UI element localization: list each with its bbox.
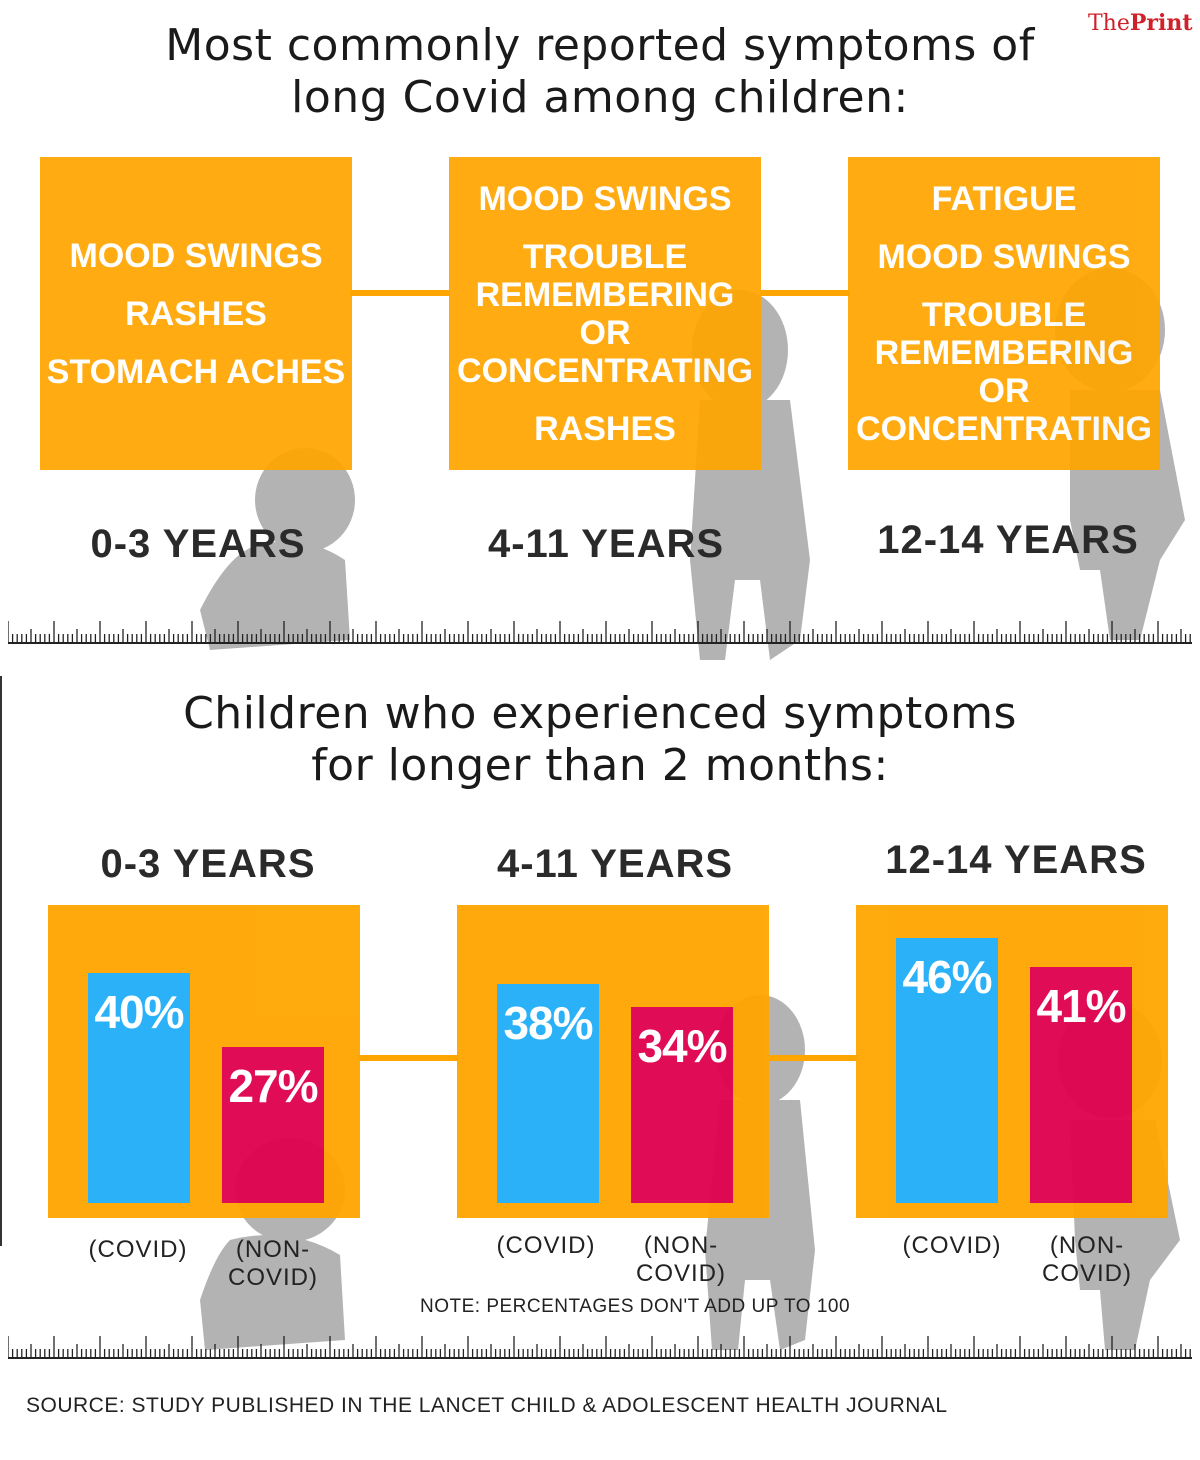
bar-non-covid xyxy=(631,1007,733,1203)
chart-panel-0-3: 40% 27% xyxy=(48,905,360,1218)
connector-line xyxy=(760,290,850,296)
connector-line xyxy=(350,290,450,296)
symptom-item: FATIGUE xyxy=(931,179,1077,218)
bar-covid xyxy=(88,972,190,1203)
bar-value-label: 27% xyxy=(228,1060,318,1113)
bar-value-label: 40% xyxy=(94,985,184,1038)
section1-title: Most commonly reported symptoms of long … xyxy=(165,20,1035,123)
chart-title: 0-3 YEARS xyxy=(100,842,316,886)
section2-title: Children who experienced symptoms for lo… xyxy=(183,688,1017,791)
symptom-item: MOOD SWINGS xyxy=(478,179,732,218)
bar-value-label: 46% xyxy=(902,951,992,1004)
symptom-item: RASHES xyxy=(125,294,267,333)
ruler-divider xyxy=(8,621,1192,644)
bar-value-label: 41% xyxy=(1036,979,1126,1032)
category-label: (COVID) xyxy=(902,1232,1002,1259)
symptom-item: STOMACH ACHES xyxy=(46,352,346,391)
symptom-box-4-11: MOOD SWINGS TROUBLE REMEMBERING OR CONCE… xyxy=(449,157,761,470)
bar-value-label: 38% xyxy=(503,997,593,1050)
category-label: (NON-COVID) xyxy=(636,1232,726,1287)
ruler-divider xyxy=(8,1336,1192,1359)
chart-title: 12-14 YEARS xyxy=(885,838,1147,882)
category-label: (COVID) xyxy=(88,1236,188,1263)
bar-covid xyxy=(896,938,998,1203)
symptom-item: MOOD SWINGS xyxy=(877,237,1131,276)
symptom-item: TROUBLE REMEMBERING OR CONCENTRATING xyxy=(457,237,753,390)
bar-non-covid xyxy=(1030,966,1132,1203)
symptom-item: TROUBLE REMEMBERING OR CONCENTRATING xyxy=(856,295,1152,448)
brand-logo: ThePrint xyxy=(1088,10,1193,36)
left-border-line xyxy=(0,676,2,1246)
chart-panel-4-11: 38% 34% xyxy=(457,905,769,1218)
category-label: (COVID) xyxy=(496,1232,596,1259)
age-label: 4-11 YEARS xyxy=(487,522,725,566)
bar-value-label: 34% xyxy=(637,1020,727,1073)
source-text: SOURCE: STUDY PUBLISHED IN THE LANCET CH… xyxy=(26,1394,948,1417)
connector-line xyxy=(768,1055,858,1061)
symptom-box-12-14: FATIGUE MOOD SWINGS TROUBLE REMEMBERING … xyxy=(848,157,1160,470)
connector-line xyxy=(358,1055,458,1061)
bar-covid xyxy=(497,984,599,1203)
age-label: 12-14 YEARS xyxy=(877,518,1139,562)
age-label: 0-3 YEARS xyxy=(90,522,306,566)
symptom-item: RASHES xyxy=(534,409,676,448)
category-label: (NON-COVID) xyxy=(1042,1232,1132,1287)
chart-title: 4-11 YEARS xyxy=(496,842,734,886)
symptom-box-0-3: MOOD SWINGS RASHES STOMACH ACHES xyxy=(40,157,352,470)
chart-panel-12-14: 46% 41% xyxy=(856,905,1168,1218)
symptom-item: MOOD SWINGS xyxy=(69,236,323,275)
note-text: NOTE: PERCENTAGES DON'T ADD UP TO 100 xyxy=(420,1296,851,1317)
category-label: (NON-COVID) xyxy=(228,1236,318,1291)
bar-non-covid xyxy=(222,1047,324,1203)
